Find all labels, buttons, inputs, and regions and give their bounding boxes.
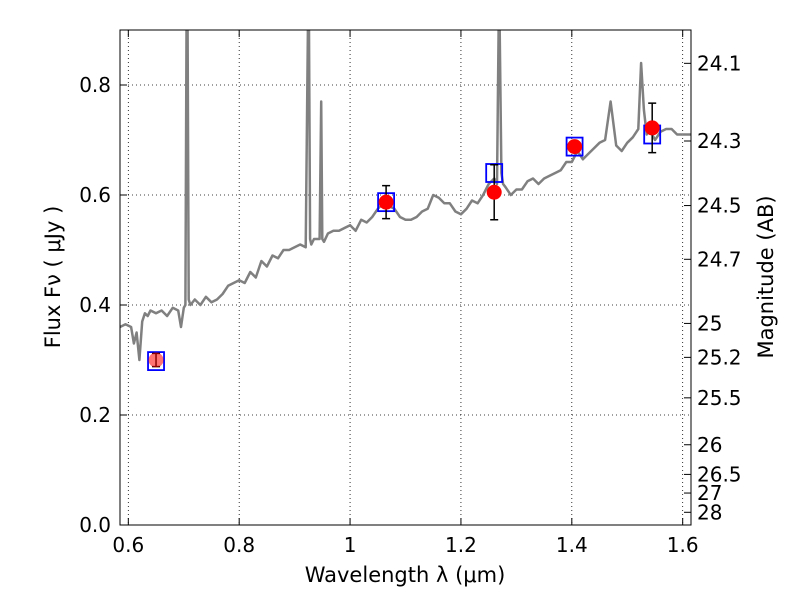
x-tick-label: 1.2: [445, 533, 477, 557]
y-tick-label: 0.6: [79, 183, 111, 207]
x-tick-label: 1.4: [556, 533, 588, 557]
observed-point: [644, 120, 660, 136]
mag-tick-label: 28: [697, 500, 722, 524]
mag-tick-label: 24.1: [697, 51, 742, 75]
observed-point: [378, 194, 394, 210]
observed-point: [486, 184, 502, 200]
data-points-layer: [147, 102, 662, 372]
y-tick-label: 0.4: [79, 293, 111, 317]
x-axis-label: Wavelength λ (μm): [305, 563, 506, 587]
grid-lines: [120, 30, 691, 526]
mag-tick-label: 25: [697, 311, 722, 335]
observed-point: [148, 352, 164, 368]
mag-tick-label: 26.5: [697, 462, 742, 486]
x-tick-label: 0.6: [112, 533, 144, 557]
model-square-marker: [147, 351, 165, 372]
y-axis-right-label: Magnitude (AB): [754, 195, 778, 358]
plot-frame: [119, 29, 692, 526]
x-tick-label: 0.8: [223, 533, 255, 557]
y-tick-label: 0.2: [79, 403, 111, 427]
y-axis-label: Flux Fν ( μJy ): [41, 206, 65, 349]
x-tick-label: 1.6: [667, 533, 699, 557]
y-tick-label: 0.0: [79, 513, 111, 537]
model-square-marker: [565, 136, 584, 157]
mag-tick-label: 24.7: [697, 247, 742, 271]
mag-tick-label: 25.5: [697, 386, 742, 410]
mag-tick-label: 27: [697, 481, 722, 505]
x-tick-label: 1: [344, 533, 357, 557]
mag-tick-label: 26: [697, 433, 722, 457]
mag-tick-label: 24.3: [697, 129, 742, 153]
observed-point: [567, 139, 583, 155]
mag-tick-label: 25.2: [697, 345, 742, 369]
mag-tick-label: 24.5: [697, 194, 742, 218]
axis-ticks: 0.6 0.8 1 1.2 1.4 1.6 0.0 0.2 0.4 0.6 0.8 24.1 24.3 2…: [79, 30, 742, 557]
y-tick-label: 0.8: [79, 73, 111, 97]
